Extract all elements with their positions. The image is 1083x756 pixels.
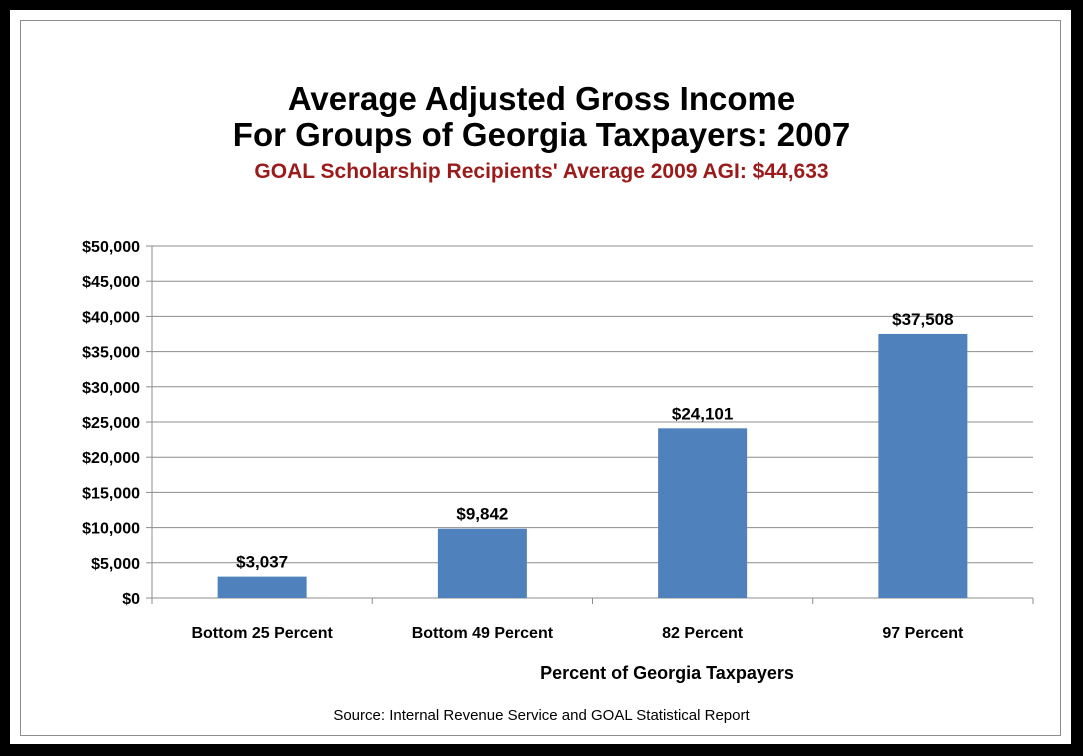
y-tick-label: $40,000 <box>82 309 140 326</box>
data-label: $24,101 <box>672 404 733 423</box>
x-category-label: 82 Percent <box>662 625 744 642</box>
bar <box>217 576 307 598</box>
bar <box>878 333 968 598</box>
y-tick-label: $30,000 <box>82 380 140 397</box>
y-tick-label: $20,000 <box>82 450 140 467</box>
x-category-label: Bottom 49 Percent <box>412 625 554 642</box>
y-tick-label: $50,000 <box>82 239 140 256</box>
data-label: $9,842 <box>456 505 508 524</box>
y-tick-label: $5,000 <box>91 556 140 573</box>
y-tick-label: $45,000 <box>82 274 140 291</box>
source-note: Source: Internal Revenue Service and GOA… <box>333 707 750 724</box>
x-category-label: Bottom 25 Percent <box>191 625 333 642</box>
y-tick-label: $0 <box>122 591 140 608</box>
data-label: $37,508 <box>892 310 953 329</box>
chart-subtitle: GOAL Scholarship Recipients' Average 200… <box>254 160 829 183</box>
y-tick-label: $25,000 <box>82 415 140 432</box>
bar <box>658 428 748 598</box>
chart-title-line2: For Groups of Georgia Taxpayers: 2007 <box>232 116 851 153</box>
x-axis-title: Percent of Georgia Taxpayers <box>540 663 794 683</box>
chart-title-line1: Average Adjusted Gross Income <box>287 80 796 117</box>
y-tick-label: $10,000 <box>82 521 140 538</box>
y-tick-label: $35,000 <box>82 345 140 362</box>
data-label: $3,037 <box>236 553 288 572</box>
y-tick-label: $15,000 <box>82 485 140 502</box>
x-category-label: 97 Percent <box>882 625 964 642</box>
bar <box>437 528 527 598</box>
